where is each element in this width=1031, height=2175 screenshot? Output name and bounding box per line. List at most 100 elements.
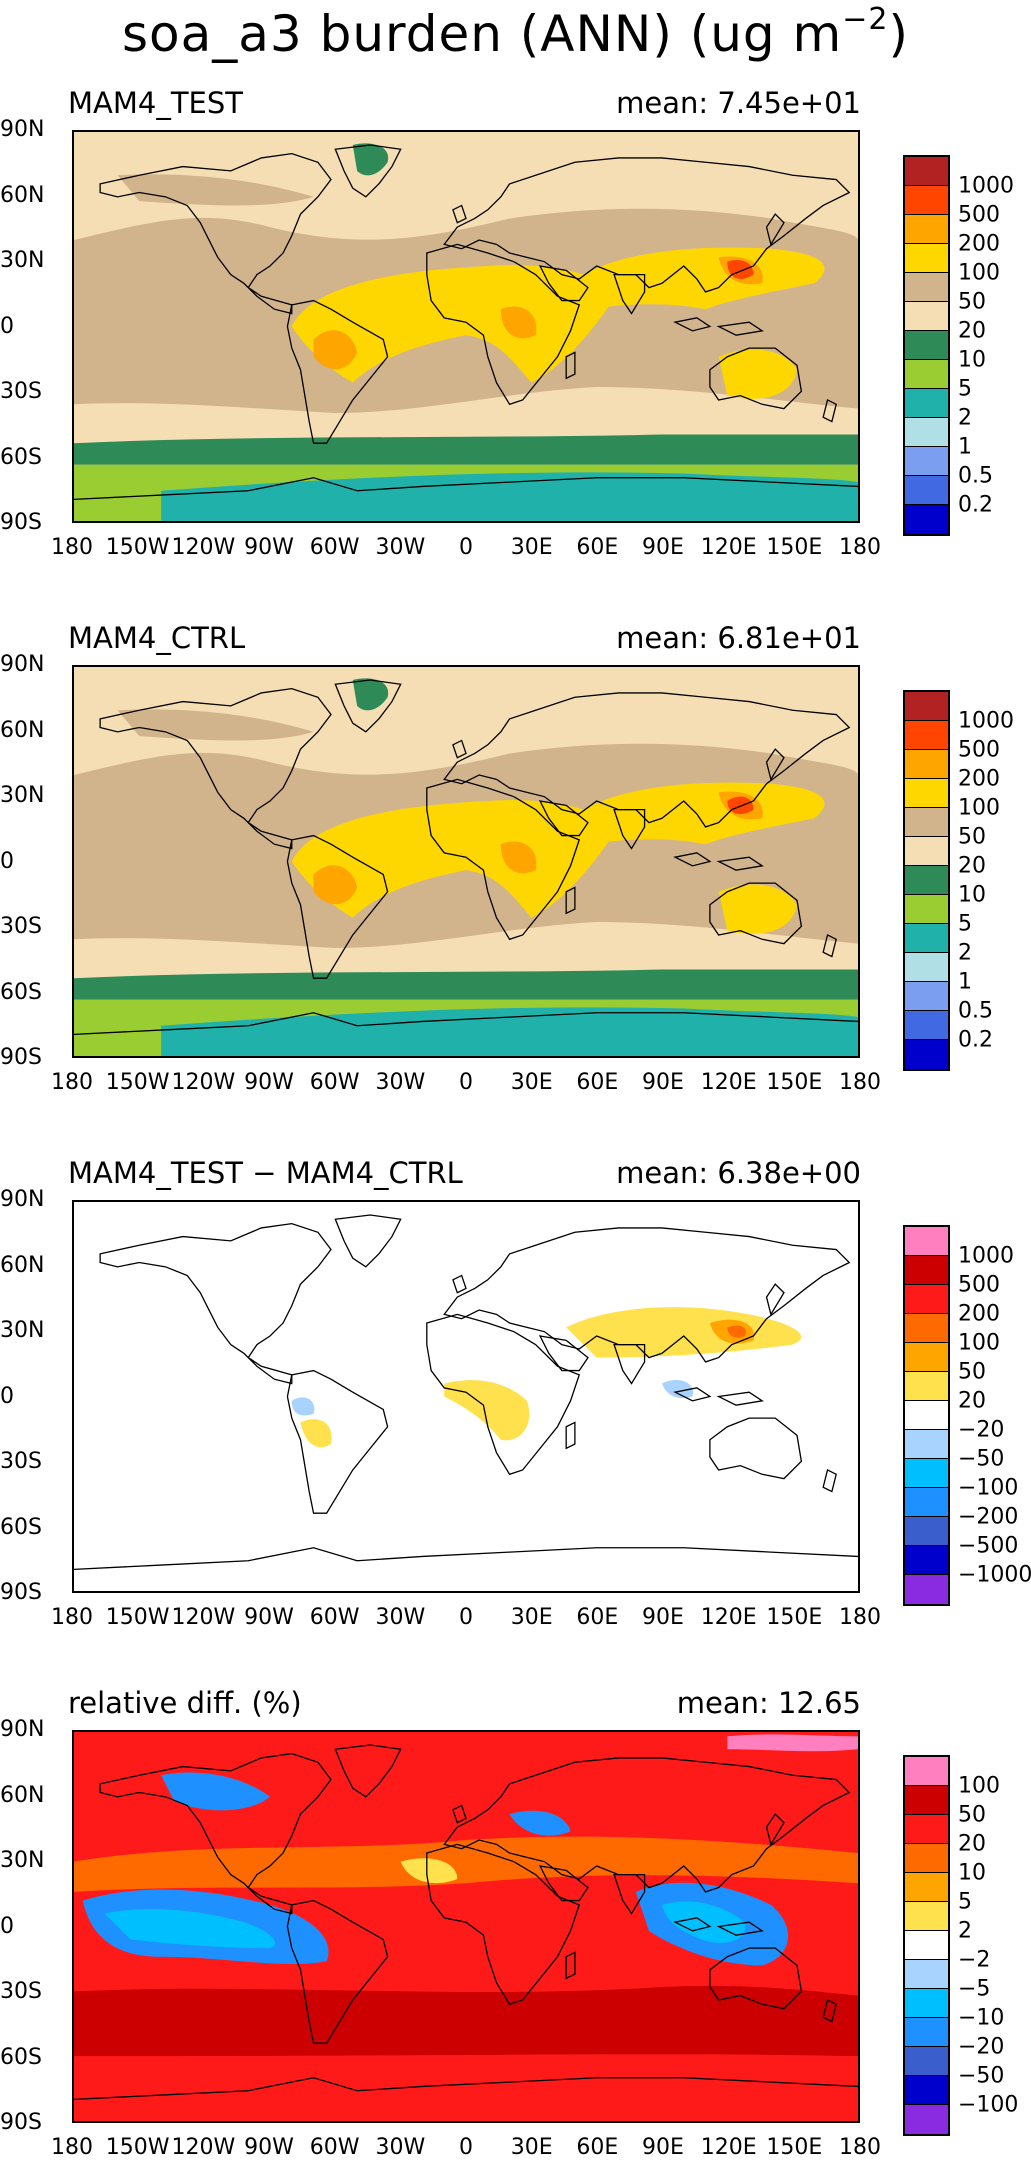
colorbar-label: 0.5 [958,998,993,1024]
field-contour [500,306,537,339]
lon-tick-label: 30W [375,1070,426,1095]
map-plot [72,1200,860,1593]
colorbar-swatch [905,808,948,837]
panel-mean: mean: 6.81e+01 [616,621,861,655]
lon-tick-label: 150W [105,1070,170,1095]
lat-tick-label: 0 [0,1383,14,1409]
colorbar-swatch [905,1989,948,2018]
lon-tick-label: 30E [510,535,553,560]
colorbar-label: 10 [958,1860,986,1886]
field-contour [718,349,798,399]
field-contour [352,143,389,176]
colorbar-label: 200 [958,766,1000,792]
lon-tick-label: 180 [51,1070,93,1095]
lat-tick-label: 90S [0,1045,42,1070]
panel-mean: mean: 6.38e+00 [616,1156,861,1190]
colorbar-swatch [905,1815,948,1844]
lon-tick-label: 180 [51,1605,93,1630]
lon-tick-label: 60W [309,2135,360,2160]
colorbar-swatch [905,779,948,808]
lon-tick-label: 150W [105,1605,170,1630]
colorbar-label: 20 [958,1831,986,1857]
colorbar-swatch [905,1314,948,1343]
field-contour [718,884,798,934]
colorbar-label: 20 [958,318,986,344]
field-contour [313,330,358,370]
lat-tick-label: 0 [0,1913,14,1939]
colorbar-label: 50 [958,1359,986,1385]
colorbar-swatch [905,1960,948,1989]
lat-tick-label: 90N [0,1187,45,1212]
colorbar-swatch [905,1844,948,1873]
colorbar-swatch [905,1873,948,1902]
lat-tick-label: 30S [0,1449,42,1474]
lon-tick-label: 180 [839,535,881,560]
panel-label: relative diff. (%) [68,1686,302,1720]
lat-tick-label: 30N [0,248,45,273]
lon-tick-label: 90E [642,1070,684,1095]
colorbar-label: 2 [958,1918,972,1944]
lat-tick-label: 30S [0,1979,42,2004]
lat-tick-label: 90N [0,1717,45,1742]
colorbar-label: −50 [958,2063,1005,2089]
lon-tick-label: 180 [839,1605,881,1630]
lon-tick-label: 120W [171,1605,236,1630]
colorbar-label: 500 [958,737,1000,763]
colorbar-label: 20 [958,853,986,879]
field-contour [104,1909,276,1949]
colorbar-swatch [905,215,948,244]
colorbar-swatch [905,924,948,953]
colorbar-swatch [905,302,948,331]
colorbar-swatch [905,1372,948,1401]
colorbar-label: −20 [958,2034,1005,2060]
colorbar-label: −20 [958,1417,1005,1443]
panel-label: MAM4_TEST [68,86,243,120]
field-contour [74,1836,858,1892]
colorbar-label: 0.2 [958,1027,993,1053]
lon-tick-label: 90E [642,2135,684,2160]
figure-title-close: ) [888,5,909,63]
colorbar-swatch [905,1546,948,1575]
lon-tick-label: 30W [375,535,426,560]
colorbar-swatch [905,1757,948,1786]
lat-tick-label: 30S [0,379,42,404]
lon-tick-label: 30W [375,2135,426,2160]
colorbar-swatch [905,331,948,360]
lat-tick-label: 60S [0,2044,42,2070]
colorbar-swatch [905,1488,948,1517]
lat-tick-label: 90S [0,2110,42,2135]
panel-mean: mean: 12.65 [676,1686,861,1720]
colorbar-label: 1 [958,434,972,460]
field-contour [313,865,358,905]
field-contour [400,1858,458,1884]
colorbar-swatch [905,953,948,982]
colorbar-swatch [905,1575,948,1604]
field-contour [500,841,537,874]
colorbar-label: −5 [958,1976,991,2002]
colorbar-label: 2 [958,940,972,966]
lon-tick-label: 150E [766,2135,823,2160]
colorbar-swatch [905,1285,948,1314]
lon-tick-label: 180 [51,535,93,560]
colorbar-label: −10 [958,2005,1005,2031]
figure-title-text: soa_a3 burden (ANN) (ug m [121,5,843,63]
figure-title-exponent: −2 [842,2,889,37]
colorbar-label: −200 [958,1504,1019,1530]
colorbar-swatch [905,866,948,895]
colorbar-label: 20 [958,1388,986,1414]
lon-tick-label: 120E [700,1605,757,1630]
field-contour [727,796,754,815]
colorbar-swatch [905,1256,948,1285]
field-contour [300,1419,332,1448]
lon-tick-label: 150W [105,535,170,560]
colorbar-swatch [905,692,948,721]
field-contour [291,800,619,918]
lat-tick-label: 30N [0,783,45,808]
colorbar-swatch [905,418,948,447]
colorbar-label: 50 [958,289,986,315]
lat-tick-label: 90N [0,652,45,677]
colorbar-label: 100 [958,1773,1000,1799]
colorbar-label: 5 [958,911,972,937]
colorbar-label: −500 [958,1533,1019,1559]
field-contour [74,969,858,1000]
